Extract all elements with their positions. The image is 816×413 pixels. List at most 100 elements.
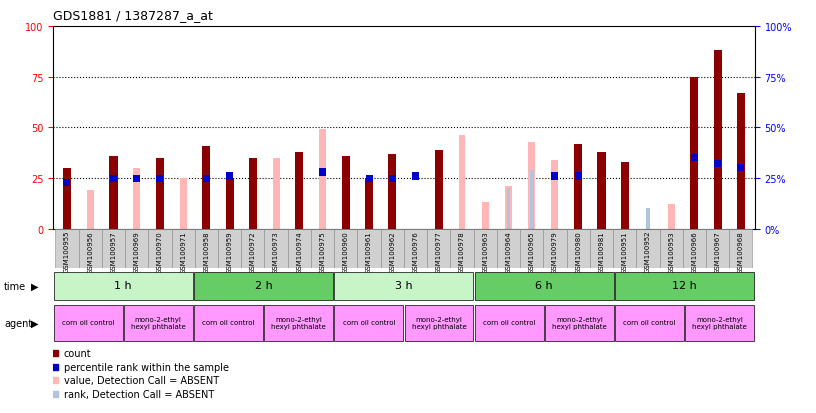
Bar xyxy=(218,229,242,268)
Bar xyxy=(157,175,163,182)
Text: value, Detection Call = ABSENT: value, Detection Call = ABSENT xyxy=(64,375,219,385)
Bar xyxy=(737,94,745,229)
Text: corn oil control: corn oil control xyxy=(202,319,255,325)
Bar xyxy=(249,158,257,229)
Bar xyxy=(125,229,149,268)
Text: GSM100968: GSM100968 xyxy=(738,230,744,273)
Bar xyxy=(405,306,473,341)
Bar xyxy=(574,173,582,180)
Bar xyxy=(459,136,465,229)
Bar xyxy=(298,178,301,229)
Bar xyxy=(273,158,280,229)
Bar xyxy=(388,175,396,182)
Bar xyxy=(264,306,333,341)
Bar xyxy=(55,229,78,268)
Text: GSM100960: GSM100960 xyxy=(343,230,348,273)
Text: mono-2-ethyl
hexyl phthalate: mono-2-ethyl hexyl phthalate xyxy=(271,316,326,329)
Bar xyxy=(342,157,350,229)
Text: time: time xyxy=(4,281,26,291)
Text: rank, Detection Call = ABSENT: rank, Detection Call = ABSENT xyxy=(64,389,214,399)
Bar xyxy=(102,229,125,268)
Bar xyxy=(597,152,605,229)
Bar xyxy=(195,229,218,268)
Bar xyxy=(54,272,193,300)
Bar xyxy=(404,229,427,268)
Text: GSM100979: GSM100979 xyxy=(552,230,558,273)
Bar xyxy=(615,306,684,341)
Bar xyxy=(435,150,443,229)
Bar xyxy=(295,152,304,229)
Text: 3 h: 3 h xyxy=(395,280,413,290)
Text: mono-2-ethyl
hexyl phthalate: mono-2-ethyl hexyl phthalate xyxy=(131,316,186,329)
Bar xyxy=(158,185,162,229)
Bar xyxy=(505,187,512,229)
Bar xyxy=(615,272,754,300)
Bar xyxy=(683,229,706,268)
Bar xyxy=(530,171,534,229)
Bar xyxy=(264,229,288,268)
Text: ▶: ▶ xyxy=(31,281,38,291)
Bar xyxy=(667,205,675,229)
Text: GSM100967: GSM100967 xyxy=(715,230,721,273)
Text: GSM100951: GSM100951 xyxy=(622,230,628,273)
Text: agent: agent xyxy=(4,318,33,328)
Bar xyxy=(110,175,117,182)
Bar xyxy=(133,169,140,229)
Text: GSM100959: GSM100959 xyxy=(227,230,233,273)
Bar xyxy=(685,306,754,341)
Text: GSM100957: GSM100957 xyxy=(110,230,117,273)
Text: 6 h: 6 h xyxy=(535,280,553,290)
Bar xyxy=(319,130,326,229)
Bar xyxy=(226,173,233,180)
Text: GSM100963: GSM100963 xyxy=(482,230,488,273)
Bar xyxy=(437,178,441,229)
Bar xyxy=(738,165,744,172)
Text: GSM100952: GSM100952 xyxy=(645,230,651,273)
Bar xyxy=(171,229,195,268)
Bar xyxy=(86,191,94,229)
Bar xyxy=(623,185,627,229)
Bar xyxy=(600,197,603,229)
Bar xyxy=(194,272,333,300)
Text: GSM100955: GSM100955 xyxy=(64,230,70,273)
Bar xyxy=(64,179,70,186)
Bar xyxy=(124,306,193,341)
Bar xyxy=(481,203,489,229)
Text: GSM100972: GSM100972 xyxy=(250,230,256,273)
Text: corn oil control: corn oil control xyxy=(62,319,114,325)
Text: GSM100966: GSM100966 xyxy=(691,230,698,273)
Text: GSM100956: GSM100956 xyxy=(87,230,93,273)
Bar xyxy=(450,229,473,268)
Bar xyxy=(319,169,326,176)
Text: count: count xyxy=(64,349,91,358)
Bar xyxy=(528,142,535,229)
Text: GSM100975: GSM100975 xyxy=(320,230,326,273)
Text: GSM100980: GSM100980 xyxy=(575,230,581,273)
Text: 1 h: 1 h xyxy=(114,280,132,290)
Bar xyxy=(714,161,721,168)
Bar xyxy=(205,175,208,229)
Bar xyxy=(566,229,590,268)
Bar xyxy=(552,173,558,180)
Text: GSM100961: GSM100961 xyxy=(366,230,372,273)
Bar xyxy=(636,229,659,268)
Bar xyxy=(659,229,683,268)
Bar xyxy=(242,229,264,268)
Bar xyxy=(613,229,636,268)
Text: GSM100974: GSM100974 xyxy=(296,230,303,273)
Bar xyxy=(288,229,311,268)
Bar xyxy=(63,169,71,229)
Bar xyxy=(335,272,473,300)
Bar xyxy=(473,229,497,268)
Bar xyxy=(543,229,566,268)
Bar xyxy=(691,155,698,162)
Bar xyxy=(497,229,520,268)
Bar xyxy=(78,229,102,268)
Bar xyxy=(520,229,543,268)
Bar xyxy=(133,175,140,182)
Text: corn oil control: corn oil control xyxy=(623,319,676,325)
Text: ▶: ▶ xyxy=(31,318,38,328)
Text: GSM100958: GSM100958 xyxy=(203,230,210,273)
Text: GSM100971: GSM100971 xyxy=(180,230,186,273)
Bar xyxy=(335,229,357,268)
